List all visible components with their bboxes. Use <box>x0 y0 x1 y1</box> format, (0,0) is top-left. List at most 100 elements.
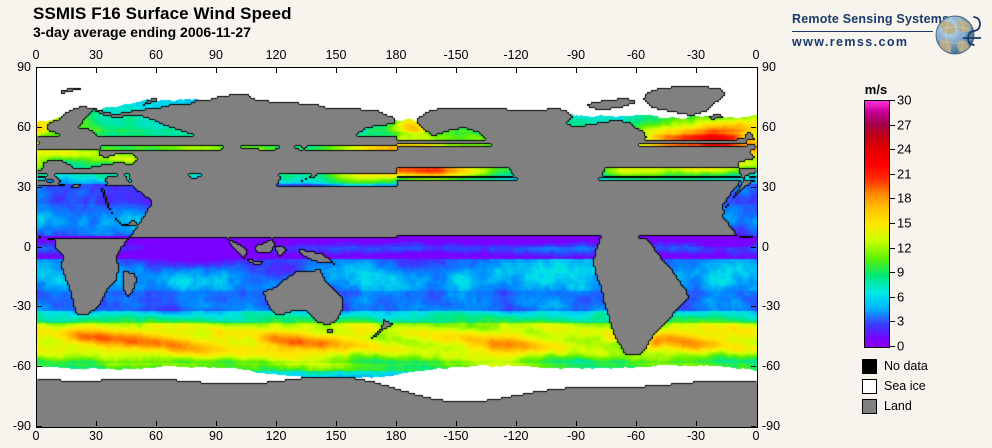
colorbar-tick-label: 3 <box>897 313 905 329</box>
lon-tick-label: 120 <box>265 48 287 62</box>
lon-tick-label: 180 <box>385 48 407 62</box>
lon-tick <box>216 68 217 73</box>
colorbar-tick-label: 9 <box>897 264 905 280</box>
lat-tick <box>37 366 42 367</box>
colorbar-units: m/s <box>864 82 888 97</box>
brand-divider <box>792 31 933 32</box>
lon-tick <box>576 421 577 426</box>
wind-speed-map[interactable] <box>36 67 758 428</box>
lon-tick-label: -30 <box>686 48 706 62</box>
lon-tick <box>516 421 517 426</box>
lat-tick <box>751 247 756 248</box>
lon-tick-label: -60 <box>626 429 646 443</box>
lon-tick-label: -150 <box>443 429 469 443</box>
lon-tick-label: -60 <box>626 48 646 62</box>
lon-tick <box>636 421 637 426</box>
lon-tick-label: 60 <box>149 429 163 443</box>
lon-tick-label: -120 <box>503 48 529 62</box>
lon-tick <box>156 421 157 426</box>
lon-tick <box>96 68 97 73</box>
lat-tick <box>751 366 756 367</box>
colorbar-tick <box>889 100 895 101</box>
legend-label: Sea ice <box>884 379 926 393</box>
lat-tick <box>751 187 756 188</box>
lon-tick <box>396 421 397 426</box>
colorbar-tick <box>889 223 895 224</box>
colorbar-tick <box>889 346 895 347</box>
globe-icon <box>935 15 981 55</box>
legend-swatch <box>862 358 877 374</box>
lon-tick <box>576 68 577 73</box>
lon-tick-label: 0 <box>32 48 40 62</box>
lon-tick <box>456 421 457 426</box>
lon-tick <box>216 421 217 426</box>
lon-tick-label: 30 <box>89 429 103 443</box>
lat-tick <box>37 67 42 68</box>
lat-tick <box>751 426 756 427</box>
lat-tick-label: -90 <box>12 419 31 433</box>
lon-tick <box>156 68 157 73</box>
brand-name: Remote Sensing Systems <box>792 12 950 26</box>
lon-tick <box>96 421 97 426</box>
lat-tick <box>751 67 756 68</box>
lat-tick-label: 60 <box>762 119 776 134</box>
colorbar-tick <box>889 321 895 322</box>
colorbar-tick-label: 21 <box>897 166 912 182</box>
lat-tick <box>37 187 42 188</box>
colorbar-tick <box>889 297 895 298</box>
lat-tick <box>37 306 42 307</box>
lat-tick <box>751 127 756 128</box>
lon-tick <box>276 68 277 73</box>
lon-tick <box>636 68 637 73</box>
map-legend: No data Sea ice Land <box>862 357 928 417</box>
lon-tick-label: 60 <box>149 48 163 62</box>
legend-label: Land <box>884 399 912 413</box>
lat-tick-label: 30 <box>17 179 31 194</box>
brand-url[interactable]: www.remss.com <box>792 35 909 49</box>
colorbar-tick-label: 24 <box>897 141 912 157</box>
page-subtitle: 3-day average ending 2006-11-27 <box>33 24 251 40</box>
colorbar <box>864 100 890 348</box>
colorbar-tick-label: 0 <box>897 338 905 354</box>
lon-tick-label: -150 <box>443 48 469 62</box>
lon-tick-label: 0 <box>752 429 760 443</box>
title-block: SSMIS F16 Surface Wind Speed 3-day avera… <box>33 4 292 41</box>
lat-tick <box>37 426 42 427</box>
colorbar-tick <box>889 248 895 249</box>
lon-tick-label: 0 <box>752 48 760 62</box>
lon-tick-label: 90 <box>209 48 223 62</box>
lon-tick-label: -120 <box>503 429 529 443</box>
lon-tick-label: -30 <box>686 429 706 443</box>
lat-tick-label: 60 <box>17 119 31 134</box>
lon-tick <box>456 68 457 73</box>
lat-tick-label: -30 <box>12 299 31 314</box>
lon-tick-label: 0 <box>32 429 40 443</box>
lon-tick-label: 30 <box>89 48 103 62</box>
colorbar-tick <box>889 149 895 150</box>
lon-tick-label: 120 <box>265 429 287 443</box>
colorbar-tick-label: 15 <box>897 215 912 231</box>
lon-tick <box>336 68 337 73</box>
lon-tick <box>396 68 397 73</box>
lon-tick <box>696 421 697 426</box>
colorbar-tick-label: 6 <box>897 289 905 305</box>
legend-label: No data <box>884 359 928 373</box>
legend-swatch <box>862 398 877 414</box>
legend-item: Land <box>862 397 928 415</box>
lat-tick-label: -90 <box>762 419 781 433</box>
lon-tick-label: 90 <box>209 429 223 443</box>
lat-tick-label: -30 <box>762 299 781 314</box>
colorbar-tick-label: 12 <box>897 240 912 256</box>
lat-tick <box>37 127 42 128</box>
page-title: SSMIS F16 Surface Wind Speed <box>33 4 292 23</box>
lat-tick-label: -60 <box>12 359 31 374</box>
lon-tick-label: 150 <box>325 429 347 443</box>
lat-tick-label: 0 <box>762 239 769 254</box>
lat-tick-label: 90 <box>17 60 31 74</box>
colorbar-tick-label: 18 <box>897 190 912 206</box>
lon-tick-label: 150 <box>325 48 347 62</box>
colorbar-tick <box>889 174 895 175</box>
lon-tick-label: -90 <box>566 429 586 443</box>
colorbar-tick <box>889 198 895 199</box>
legend-item: Sea ice <box>862 377 928 395</box>
